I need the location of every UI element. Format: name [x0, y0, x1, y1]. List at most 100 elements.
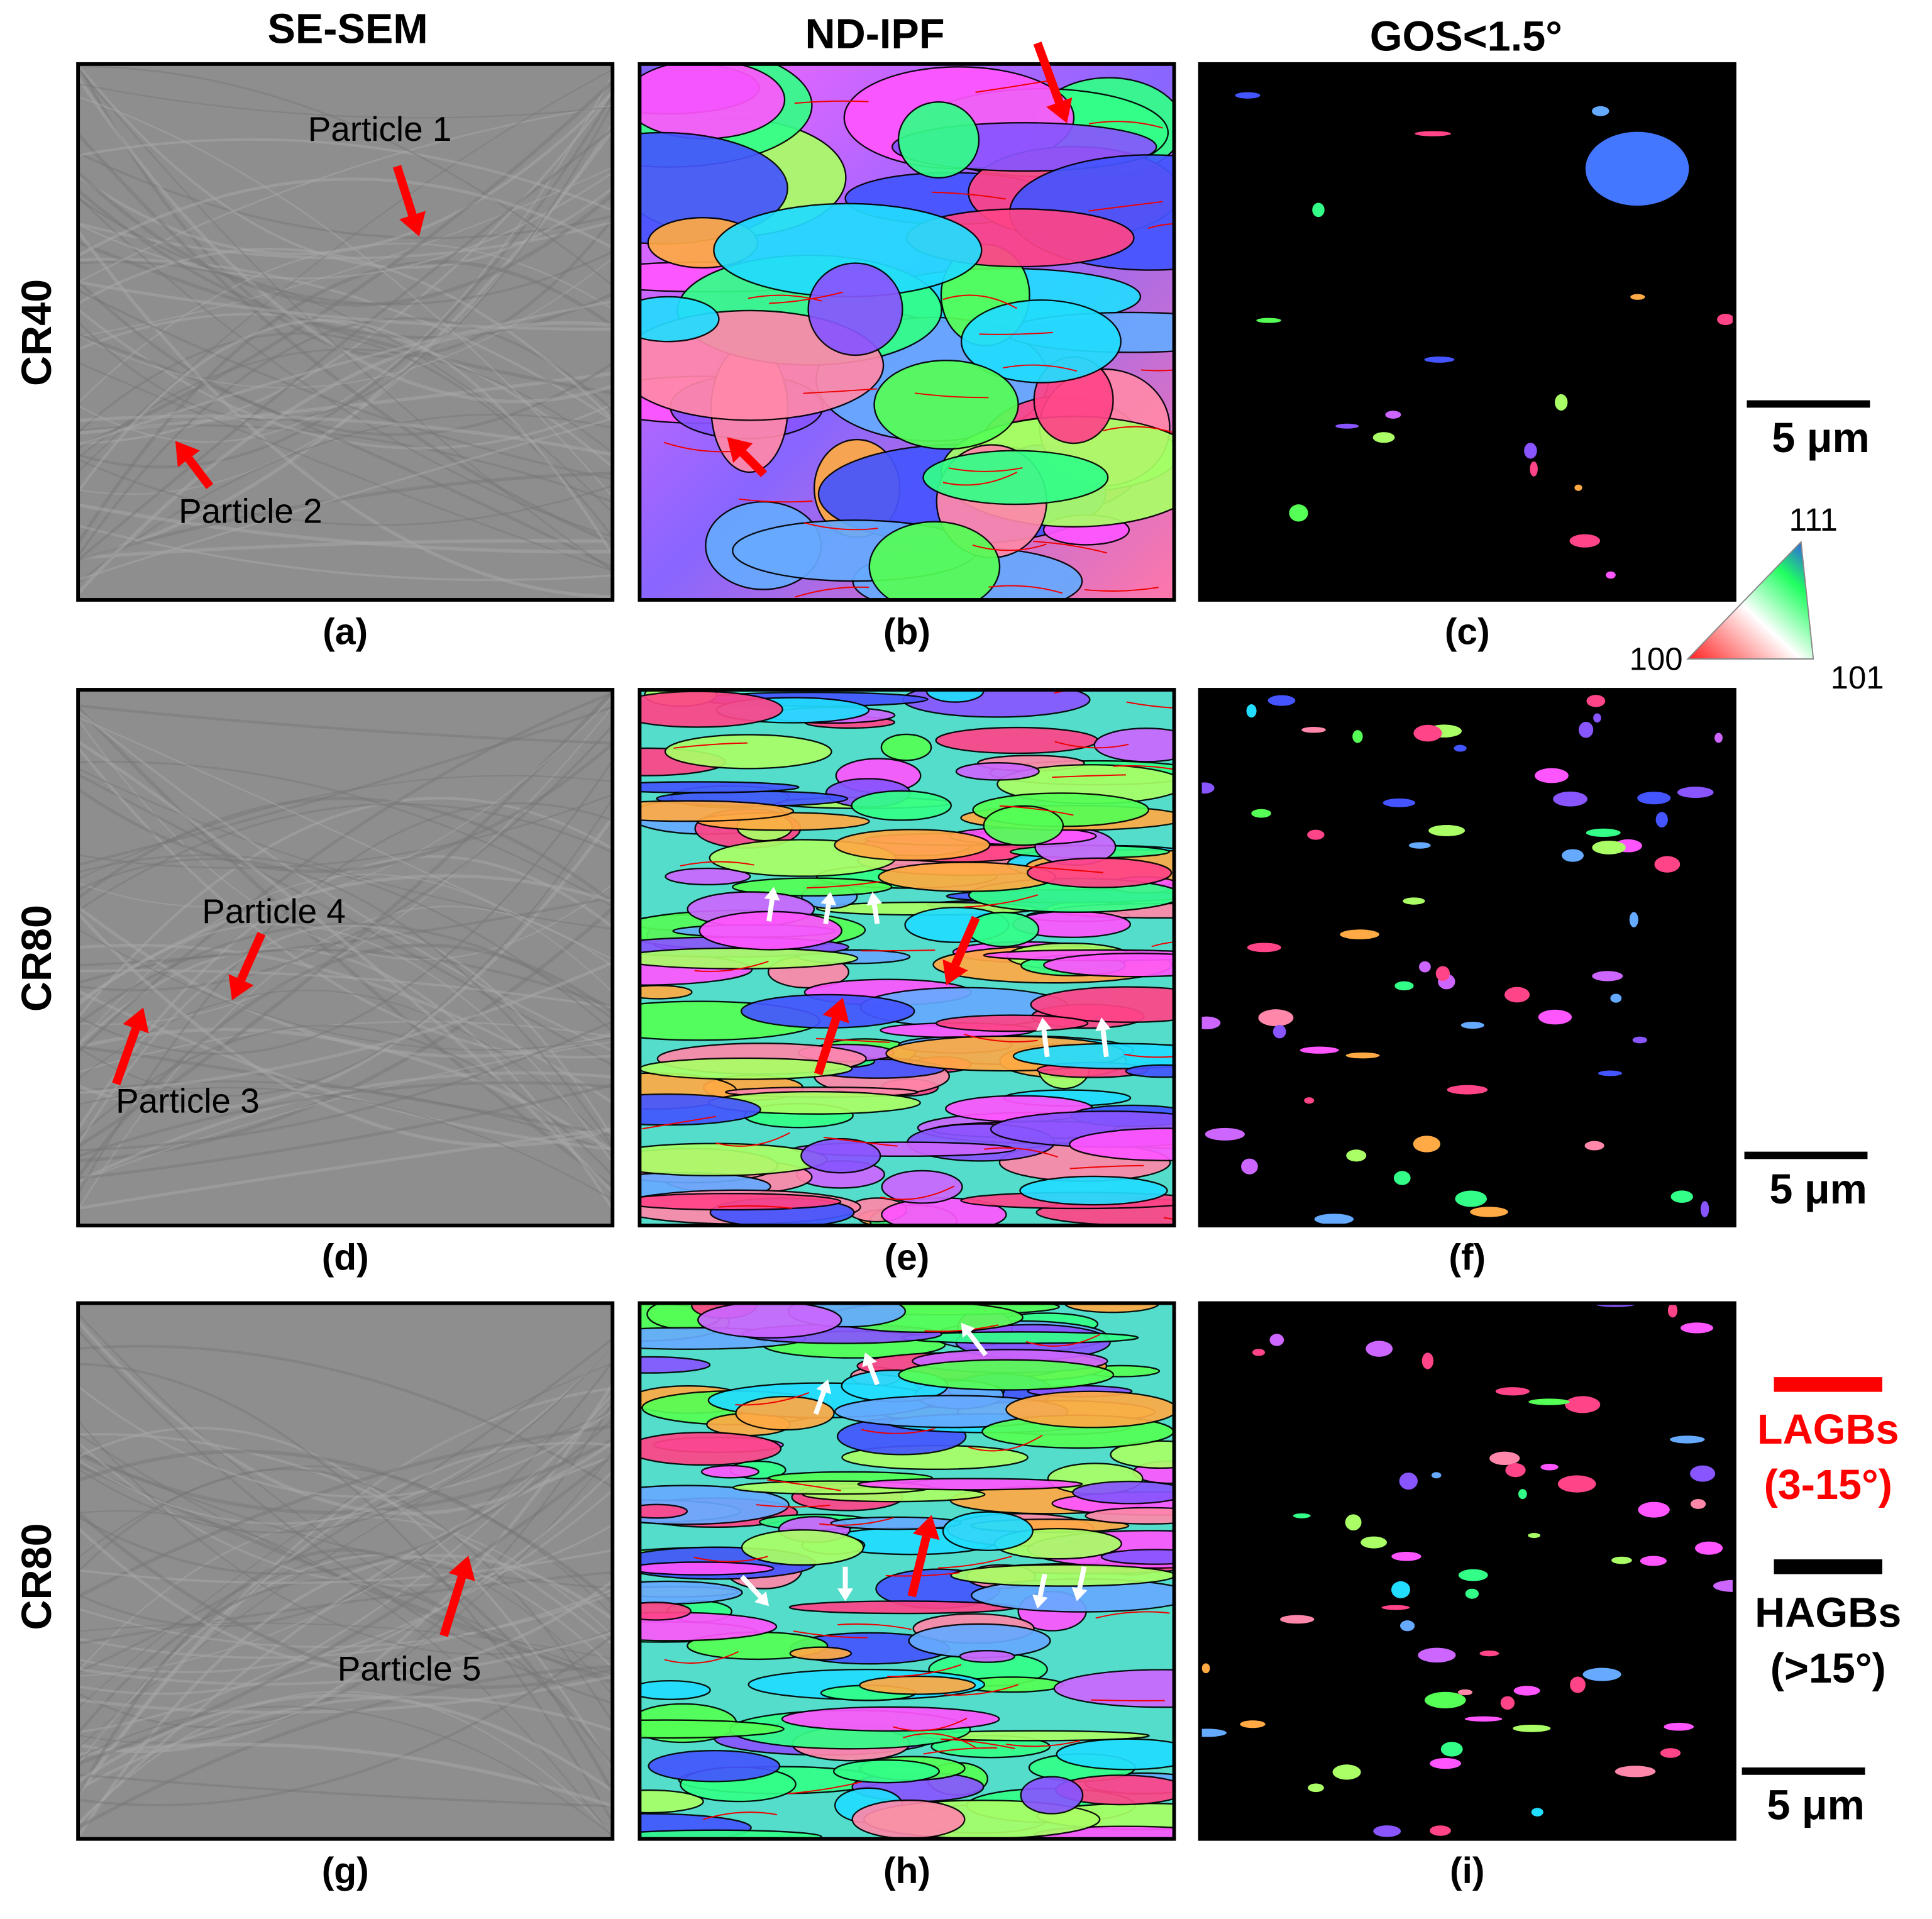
sem-texture [78, 300, 613, 447]
grain [1072, 1480, 1174, 1505]
sem-texture [78, 1024, 613, 1176]
lagb-line [642, 1115, 717, 1130]
grain [639, 1580, 743, 1605]
sem-texture [78, 1622, 613, 1660]
recrystallized-grain [1419, 961, 1431, 973]
recrystallized-grain [1201, 1663, 1210, 1674]
grain [700, 1464, 759, 1479]
grain [1053, 1669, 1174, 1708]
sem-texture [78, 258, 613, 421]
grain [639, 1057, 853, 1080]
lagb-line [1029, 866, 1103, 873]
recrystallized-grain [1638, 1501, 1670, 1518]
grain [639, 64, 786, 140]
recrystallized-grain [1293, 1513, 1311, 1518]
arrow-shaft [439, 1576, 466, 1637]
recrystallized-grain [1361, 1536, 1387, 1549]
lagb-line [903, 1733, 978, 1749]
grain [1085, 1507, 1174, 1525]
particle-label: Particle 2 [179, 491, 323, 530]
sem-texture [78, 924, 613, 1146]
lagb-line [964, 894, 1039, 908]
lagb-line [815, 1037, 890, 1043]
lagb-line [703, 1811, 778, 1820]
panel-label: (g) [322, 1850, 369, 1891]
sem-texture [78, 760, 613, 1055]
sem-texture [78, 1554, 613, 1839]
arrow-shaft [871, 904, 880, 924]
micrograph [1200, 1303, 1735, 1839]
recrystallized-grain [1528, 1398, 1570, 1405]
panel-label: (h) [883, 1850, 930, 1891]
recrystallized-grain [1586, 828, 1621, 838]
ipf-triangle [1686, 540, 1814, 660]
sem-texture [78, 1071, 613, 1183]
recrystallized-grain [1307, 829, 1325, 840]
lagb-line [1126, 701, 1174, 709]
lagb-line [694, 961, 769, 972]
lagb-line [893, 1717, 968, 1732]
sem-texture [78, 775, 613, 880]
arrow-shaft [392, 165, 417, 217]
arrow-head [228, 974, 254, 1000]
sem-texture [78, 1401, 613, 1677]
sem-texture [78, 797, 613, 904]
grain [851, 1799, 966, 1839]
arrow-head [727, 437, 753, 463]
recrystallized-grain [1240, 1720, 1266, 1728]
arrow-head [764, 887, 780, 901]
lagb-line [1141, 369, 1174, 372]
sem-texture [78, 104, 613, 421]
panel-frame [1198, 688, 1736, 1228]
sem-texture [78, 96, 613, 497]
grain [857, 1478, 1083, 1491]
grain [789, 1646, 853, 1661]
recrystallized-grain [1267, 695, 1296, 706]
row-label: CR40 [14, 279, 60, 386]
arrow-head [123, 1007, 149, 1034]
recrystallized-grain [1489, 1451, 1520, 1466]
recrystallized-grain [1606, 571, 1616, 579]
lagb-line [718, 1205, 793, 1209]
recrystallized-grain [1447, 1085, 1488, 1095]
panel-label: (b) [883, 611, 930, 652]
recrystallized-grain [1399, 1473, 1418, 1490]
grain [665, 867, 751, 886]
sem-texture [78, 1385, 613, 1498]
sem-texture [78, 1346, 613, 1525]
grain [834, 829, 991, 861]
recrystallized-grain [1205, 1127, 1245, 1141]
recrystallized-grain [1373, 1825, 1401, 1837]
grain [1005, 1390, 1174, 1429]
lagb-line [942, 294, 1017, 309]
recrystallized-grain [1308, 1783, 1324, 1793]
recrystallized-grain [1592, 971, 1623, 982]
lagb-line [787, 1781, 862, 1795]
arrow-shaft [1037, 1573, 1047, 1597]
lagb-line [1025, 1334, 1101, 1347]
sem-texture [78, 240, 613, 395]
recrystallized-grain [1428, 825, 1466, 836]
lagb-line [924, 1324, 999, 1332]
grain [983, 805, 1064, 846]
recrystallized-grain [1457, 1689, 1473, 1696]
recrystallized-grain [1593, 713, 1601, 723]
arrow-head [448, 1556, 475, 1581]
recrystallized-grain [1383, 798, 1416, 807]
panel-frame [1198, 1301, 1736, 1841]
arrow-head [399, 211, 426, 237]
grain [639, 1193, 842, 1211]
arrow-shaft [112, 1027, 140, 1086]
sem-texture [78, 128, 613, 561]
recrystallized-grain [1513, 1686, 1540, 1696]
panel-frame [76, 62, 615, 602]
sem-texture [78, 1552, 613, 1768]
lagb-line [1113, 765, 1174, 770]
panel-label: (d) [322, 1237, 369, 1278]
sem-texture [78, 709, 613, 1052]
arrow-head [820, 892, 837, 906]
lagb-line [923, 1747, 998, 1755]
recrystallized-grain [1252, 1349, 1266, 1356]
arrow-head [1071, 1587, 1088, 1601]
sem-texture [78, 797, 613, 1019]
